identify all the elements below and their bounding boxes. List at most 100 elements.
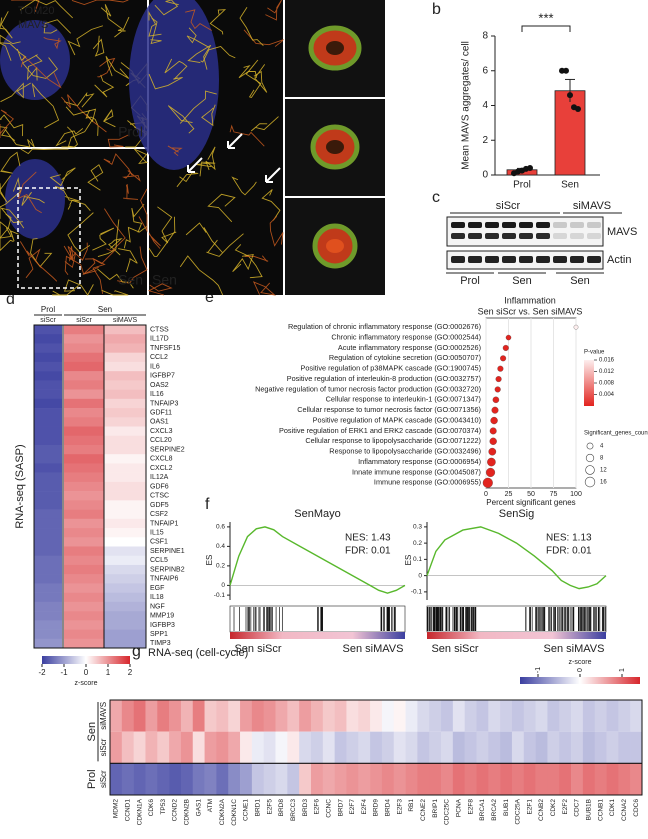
band (485, 256, 499, 263)
heatmap-cell (405, 763, 418, 795)
mitochondria (105, 55, 130, 79)
term-label: Positive regulation of ERK1 and ERK2 cas… (279, 426, 481, 435)
dot (502, 344, 509, 351)
mitochondria (61, 94, 107, 133)
legend-title: P-value (584, 350, 605, 356)
dot (489, 437, 497, 445)
band (587, 256, 601, 263)
legend-title: Significant_genes_count (584, 431, 648, 437)
lane-label: Sen (512, 275, 532, 287)
significance: *** (538, 10, 553, 25)
subgroup-label: siScr (76, 317, 92, 324)
heatmap-cell (547, 763, 560, 795)
heatmap-cell (571, 731, 584, 764)
heatmap-cell (34, 472, 62, 483)
roi-box (17, 187, 81, 289)
heatmap-cell (299, 731, 312, 764)
heatmap-cell (216, 700, 229, 732)
band (587, 222, 601, 228)
band (468, 222, 482, 228)
colorbar-tick-label: 0.016 (599, 358, 615, 364)
mitochondria (232, 254, 254, 273)
gene-label: BUB1 (503, 799, 510, 816)
heatmap-cell (145, 763, 158, 795)
term-label: Positive regulation of MAPK cascade (GO:… (313, 415, 481, 424)
heatmap-cell (429, 700, 442, 732)
band (485, 233, 499, 239)
mitochondria (201, 104, 216, 127)
mitochondria (117, 246, 148, 284)
gene-label: IL15 (150, 529, 164, 536)
dot (485, 467, 496, 478)
heatmap-cell (263, 763, 276, 795)
lane-label: Sen (570, 275, 590, 287)
gene-label: PCNA (455, 798, 462, 817)
heatmap-cell (287, 731, 300, 764)
heatmap-cell (64, 398, 104, 409)
heatmap-cell (240, 731, 253, 764)
gene-label: BRCA1 (479, 799, 486, 821)
mitochondria (131, 203, 145, 233)
rank-gradient (427, 632, 606, 639)
heatmap-cell (535, 763, 548, 795)
heatmap-cell (535, 731, 548, 764)
dot (505, 334, 512, 341)
gene-label: IGFBP3 (150, 622, 175, 629)
mitochondria (92, 227, 115, 251)
heatmap-cell (64, 325, 104, 335)
mitochondria (71, 0, 129, 5)
y-tick-label: 0.3 (413, 524, 422, 531)
bar (554, 90, 586, 176)
data-point (527, 165, 533, 172)
mitochondria (25, 248, 42, 279)
heatmap-cell (275, 763, 288, 795)
heatmap-cell (204, 731, 217, 764)
y-tick-label: 0 (221, 582, 225, 589)
gene-label: BRD1 (254, 799, 261, 817)
mitochondria (0, 221, 19, 242)
heatmap-cell (263, 731, 276, 764)
heatmap-cell (34, 500, 62, 510)
heatmap-cell (104, 528, 146, 538)
heatmap-cell (104, 454, 146, 464)
heatmap-cell (251, 700, 264, 732)
colorbar (584, 360, 594, 406)
heatmap-cell (405, 731, 418, 764)
mitochondria (64, 91, 95, 108)
heatmap-cell (104, 417, 146, 427)
heatmap-cell (594, 763, 607, 795)
heatmap-cell (64, 629, 104, 640)
heatmap-cell (34, 518, 62, 529)
heatmap-cell (618, 700, 631, 732)
heatmap-cell (64, 361, 104, 372)
legend-label: 8 (600, 456, 604, 462)
heatmap-cell (393, 763, 406, 795)
colorbar-tick-label: -1 (60, 668, 68, 677)
heatmap-cell (452, 700, 465, 732)
mitochondria (167, 145, 183, 156)
mitochondria (133, 148, 149, 164)
term-label: Inflammatory response (GO:0006954) (358, 457, 481, 466)
heatmap-cell (64, 352, 104, 363)
band (553, 222, 567, 228)
gene-label: CDK1 (609, 799, 616, 817)
gene-label: IL18 (150, 594, 164, 601)
heatmap-cell (571, 700, 584, 732)
heatmap-cell (121, 731, 134, 764)
condition-label: Sen (152, 272, 177, 288)
heatmap-cell (34, 371, 62, 381)
heatmap-cell (346, 700, 359, 732)
mitochondria (122, 170, 141, 182)
gene-label: CDK2 (550, 799, 557, 817)
gene-label: GDF11 (150, 410, 172, 417)
gene-label: CCNE2 (420, 799, 427, 821)
heatmap-cell (441, 763, 454, 795)
heatmap-cell (500, 731, 513, 764)
heatmap-cell (34, 601, 62, 612)
gene-label: CDKN1A (136, 798, 143, 825)
dot (482, 477, 493, 488)
y-tick-label: 0.2 (413, 540, 422, 547)
heatmap-cell (121, 700, 134, 732)
heatmap-cell (64, 435, 104, 446)
